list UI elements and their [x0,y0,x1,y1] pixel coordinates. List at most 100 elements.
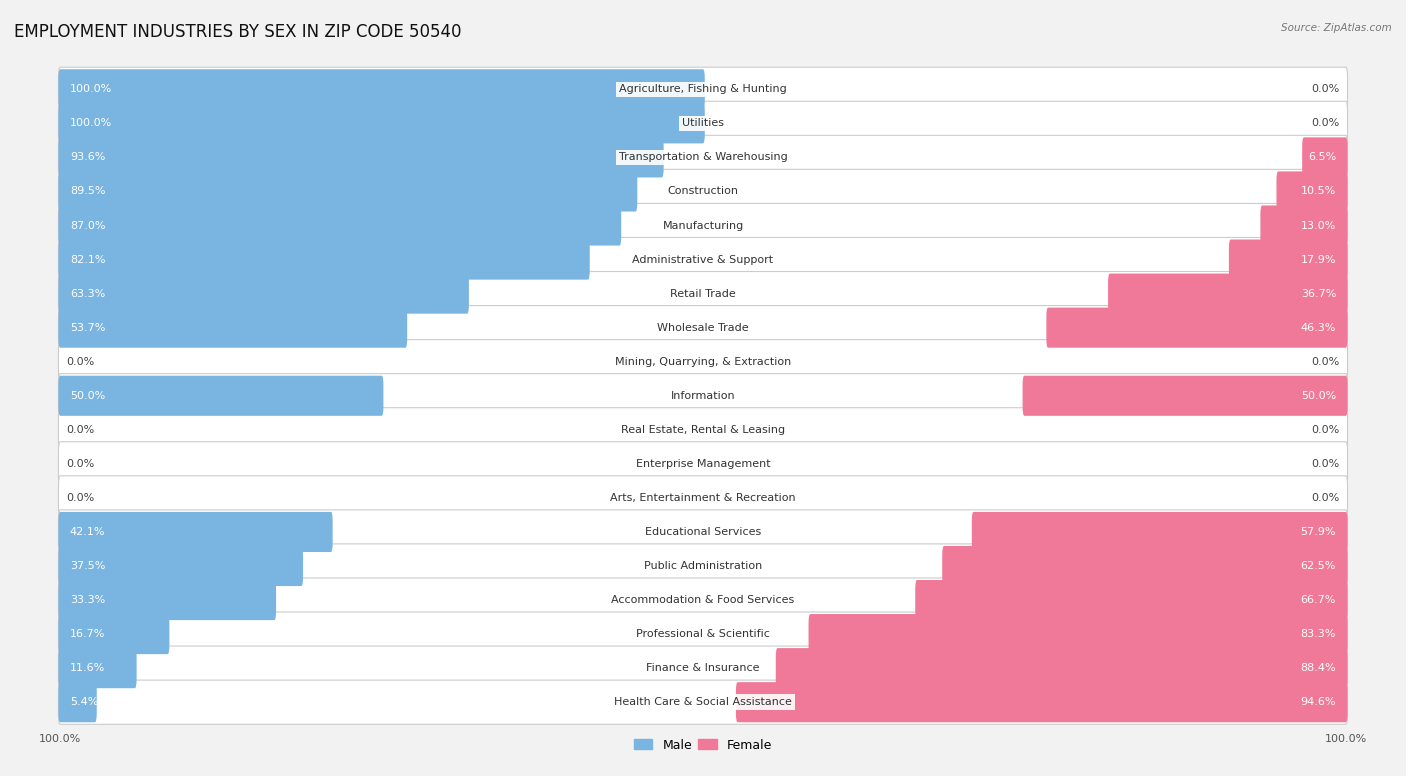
Text: 88.4%: 88.4% [1301,663,1336,673]
FancyBboxPatch shape [1022,376,1347,416]
Text: 93.6%: 93.6% [70,152,105,162]
FancyBboxPatch shape [59,374,1347,417]
FancyBboxPatch shape [915,580,1347,620]
Text: Manufacturing: Manufacturing [662,220,744,230]
FancyBboxPatch shape [59,612,1347,656]
FancyBboxPatch shape [59,682,97,722]
FancyBboxPatch shape [59,203,1347,248]
FancyBboxPatch shape [735,682,1347,722]
Text: 6.5%: 6.5% [1308,152,1336,162]
FancyBboxPatch shape [59,407,1347,452]
Text: Agriculture, Fishing & Hunting: Agriculture, Fishing & Hunting [619,85,787,95]
Text: 5.4%: 5.4% [70,697,98,707]
FancyBboxPatch shape [1277,171,1347,212]
Text: Professional & Scientific: Professional & Scientific [636,629,770,639]
FancyBboxPatch shape [808,614,1347,654]
FancyBboxPatch shape [59,206,621,245]
FancyBboxPatch shape [59,340,1347,384]
FancyBboxPatch shape [59,614,169,654]
Text: Retail Trade: Retail Trade [671,289,735,299]
Text: 100.0%: 100.0% [70,85,112,95]
FancyBboxPatch shape [59,137,664,178]
Text: 0.0%: 0.0% [1310,357,1340,367]
Text: Public Administration: Public Administration [644,561,762,571]
FancyBboxPatch shape [776,648,1347,688]
Legend: Male, Female: Male, Female [628,733,778,757]
Text: 0.0%: 0.0% [66,493,96,503]
Text: Accommodation & Food Services: Accommodation & Food Services [612,595,794,605]
Text: Arts, Entertainment & Recreation: Arts, Entertainment & Recreation [610,493,796,503]
Text: 50.0%: 50.0% [70,391,105,400]
FancyBboxPatch shape [59,476,1347,520]
Text: 16.7%: 16.7% [70,629,105,639]
Text: Finance & Insurance: Finance & Insurance [647,663,759,673]
FancyBboxPatch shape [59,103,704,144]
Text: Enterprise Management: Enterprise Management [636,459,770,469]
Text: 50.0%: 50.0% [1301,391,1336,400]
Text: 63.3%: 63.3% [70,289,105,299]
FancyBboxPatch shape [59,442,1347,486]
FancyBboxPatch shape [59,68,1347,112]
Text: Administrative & Support: Administrative & Support [633,255,773,265]
FancyBboxPatch shape [59,237,1347,282]
Text: Source: ZipAtlas.com: Source: ZipAtlas.com [1281,23,1392,33]
FancyBboxPatch shape [942,546,1347,586]
Text: 83.3%: 83.3% [1301,629,1336,639]
Text: Wholesale Trade: Wholesale Trade [657,323,749,333]
Text: 89.5%: 89.5% [70,186,105,196]
Text: Construction: Construction [668,186,738,196]
FancyBboxPatch shape [59,546,304,586]
Text: 11.6%: 11.6% [70,663,105,673]
Text: 46.3%: 46.3% [1301,323,1336,333]
Text: 82.1%: 82.1% [70,255,105,265]
Text: 42.1%: 42.1% [70,527,105,537]
Text: 53.7%: 53.7% [70,323,105,333]
FancyBboxPatch shape [59,306,1347,350]
Text: 0.0%: 0.0% [66,357,96,367]
Text: 0.0%: 0.0% [1310,85,1340,95]
Text: 0.0%: 0.0% [1310,119,1340,128]
Text: Real Estate, Rental & Leasing: Real Estate, Rental & Leasing [621,424,785,435]
FancyBboxPatch shape [59,135,1347,179]
Text: Information: Information [671,391,735,400]
FancyBboxPatch shape [59,646,1347,690]
FancyBboxPatch shape [59,512,333,552]
FancyBboxPatch shape [972,512,1347,552]
FancyBboxPatch shape [1046,307,1347,348]
FancyBboxPatch shape [59,510,1347,554]
FancyBboxPatch shape [59,274,470,314]
Text: 0.0%: 0.0% [66,459,96,469]
FancyBboxPatch shape [59,648,136,688]
Text: 13.0%: 13.0% [1301,220,1336,230]
FancyBboxPatch shape [59,680,1347,724]
Text: 94.6%: 94.6% [1301,697,1336,707]
Text: 17.9%: 17.9% [1301,255,1336,265]
Text: 0.0%: 0.0% [66,424,96,435]
Text: EMPLOYMENT INDUSTRIES BY SEX IN ZIP CODE 50540: EMPLOYMENT INDUSTRIES BY SEX IN ZIP CODE… [14,23,461,41]
FancyBboxPatch shape [59,240,589,279]
Text: 0.0%: 0.0% [1310,493,1340,503]
Text: 33.3%: 33.3% [70,595,105,605]
Text: Utilities: Utilities [682,119,724,128]
FancyBboxPatch shape [1260,206,1347,245]
FancyBboxPatch shape [59,376,384,416]
FancyBboxPatch shape [1108,274,1347,314]
FancyBboxPatch shape [59,544,1347,588]
FancyBboxPatch shape [59,578,1347,622]
Text: Health Care & Social Assistance: Health Care & Social Assistance [614,697,792,707]
Text: 10.5%: 10.5% [1301,186,1336,196]
Text: 87.0%: 87.0% [70,220,105,230]
Text: 66.7%: 66.7% [1301,595,1336,605]
FancyBboxPatch shape [59,69,704,109]
Text: 37.5%: 37.5% [70,561,105,571]
Text: 0.0%: 0.0% [1310,459,1340,469]
FancyBboxPatch shape [1302,137,1347,178]
FancyBboxPatch shape [1229,240,1347,279]
Text: 36.7%: 36.7% [1301,289,1336,299]
FancyBboxPatch shape [59,102,1347,145]
Text: 0.0%: 0.0% [1310,424,1340,435]
FancyBboxPatch shape [59,272,1347,316]
Text: 57.9%: 57.9% [1301,527,1336,537]
Text: Mining, Quarrying, & Extraction: Mining, Quarrying, & Extraction [614,357,792,367]
FancyBboxPatch shape [59,169,1347,213]
